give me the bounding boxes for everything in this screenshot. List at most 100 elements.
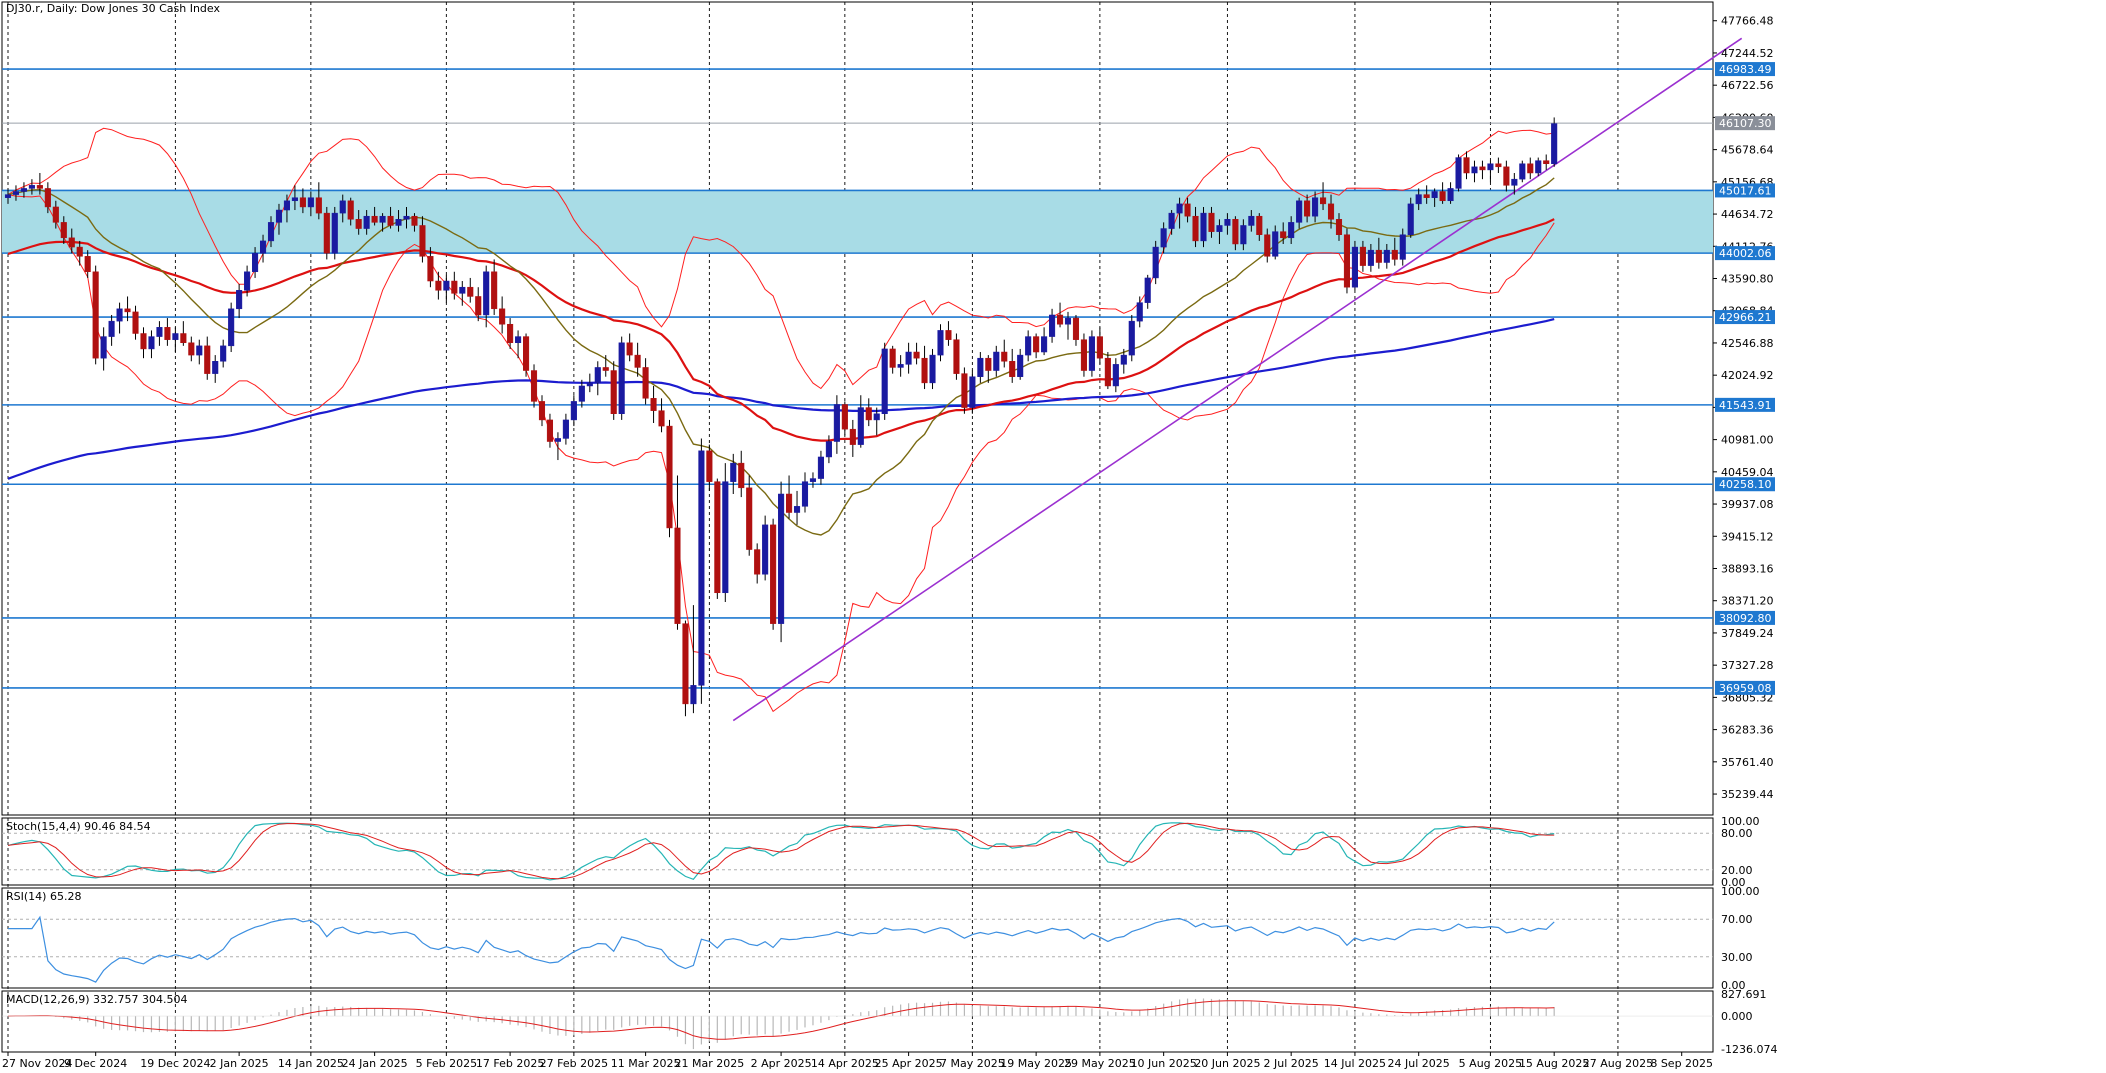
candle-body bbox=[236, 290, 243, 310]
candle-body bbox=[28, 185, 35, 189]
candle-body bbox=[961, 373, 968, 408]
candle-body bbox=[499, 308, 506, 325]
candle-body bbox=[578, 385, 585, 402]
candle-body bbox=[594, 367, 601, 384]
candle-body bbox=[985, 357, 992, 371]
candle-body bbox=[738, 462, 745, 489]
candle-body bbox=[1439, 191, 1446, 202]
candle-body bbox=[140, 333, 147, 350]
candle-body bbox=[1455, 157, 1462, 189]
candle-body bbox=[1240, 225, 1247, 245]
candle-body bbox=[937, 330, 944, 356]
level-badge-label: 42966.21 bbox=[1719, 311, 1772, 324]
candle-body bbox=[1232, 219, 1239, 245]
candle-body bbox=[666, 425, 673, 529]
ma-50-line bbox=[7, 218, 1555, 442]
candle-body bbox=[562, 419, 569, 439]
candle-body bbox=[411, 215, 418, 226]
candle-body bbox=[698, 450, 705, 686]
level-badge bbox=[1715, 183, 1775, 198]
candle-body bbox=[323, 212, 330, 254]
macd-panel bbox=[1, 990, 1714, 1053]
date-tick-label: 24 Jul 2025 bbox=[1388, 1057, 1450, 1070]
candle-body bbox=[953, 339, 960, 374]
candle-body bbox=[291, 197, 298, 202]
candle-body bbox=[602, 367, 609, 371]
macd-tick-label: 827.691 bbox=[1721, 988, 1767, 1001]
price-tick-label: 40459.04 bbox=[1721, 466, 1774, 479]
price-tick-label: 37327.28 bbox=[1721, 659, 1774, 672]
date-tick-label: 7 May 2025 bbox=[940, 1057, 1005, 1070]
level-badge-label: 45017.61 bbox=[1719, 184, 1772, 197]
candle-body bbox=[419, 225, 426, 257]
candle-body bbox=[1096, 336, 1103, 359]
macd-signal-line bbox=[7, 1000, 1555, 1040]
candle-body bbox=[849, 428, 856, 445]
candle-body bbox=[116, 308, 123, 322]
price-tick-label: 47244.52 bbox=[1721, 47, 1774, 60]
level-badge bbox=[1715, 397, 1775, 412]
candle-body bbox=[1511, 178, 1518, 186]
rsi-panel bbox=[1, 887, 1714, 989]
stochastic-panel bbox=[1, 817, 1714, 886]
rsi-label: RSI(14) 65.28 bbox=[6, 890, 81, 903]
candle-body bbox=[897, 364, 904, 368]
price-tick-label: 45678.64 bbox=[1721, 144, 1774, 157]
candle-body bbox=[1543, 160, 1550, 164]
date-tick-label: 21 Mar 2025 bbox=[674, 1057, 744, 1070]
date-tick-label: 27 Feb 2025 bbox=[540, 1057, 608, 1070]
price-tick-label: 35239.44 bbox=[1721, 788, 1774, 801]
candle-body bbox=[1343, 234, 1351, 288]
candle-body bbox=[570, 401, 577, 421]
price-tick-label: 39937.08 bbox=[1721, 498, 1774, 511]
candle-body bbox=[259, 240, 267, 254]
candle-body bbox=[451, 280, 458, 294]
candle-body bbox=[1208, 212, 1215, 232]
candle-body bbox=[275, 209, 283, 223]
candle-body bbox=[76, 246, 83, 257]
candle-body bbox=[68, 237, 75, 248]
candle-body bbox=[1423, 194, 1430, 198]
candle-body bbox=[403, 215, 410, 220]
candle-body bbox=[1128, 320, 1135, 356]
price-tick-label: 38893.16 bbox=[1721, 562, 1774, 575]
candle-body bbox=[706, 450, 713, 482]
candle-body bbox=[379, 215, 386, 223]
date-tick-label: 24 Jan 2025 bbox=[342, 1057, 408, 1070]
candle-body bbox=[714, 481, 721, 594]
date-tick-label: 27 Aug 2025 bbox=[1583, 1057, 1653, 1070]
chart-title: DJ30.r, Daily: Dow Jones 30 Cash Index bbox=[6, 2, 220, 15]
candle-body bbox=[1056, 314, 1064, 325]
candle-body bbox=[196, 345, 203, 356]
candle-body bbox=[793, 506, 801, 513]
candle-body bbox=[20, 188, 27, 192]
candle-body bbox=[491, 271, 498, 310]
candle-body bbox=[459, 286, 466, 294]
date-tick-label: 2 Apr 2025 bbox=[751, 1057, 812, 1070]
stoch-label: Stoch(15,4,4) 90.46 84.54 bbox=[6, 820, 151, 833]
candle-body bbox=[1184, 203, 1191, 217]
candle-body bbox=[786, 493, 793, 513]
date-tick-label: 11 Mar 2025 bbox=[611, 1057, 681, 1070]
candle-body bbox=[865, 407, 872, 421]
candle-body bbox=[124, 308, 131, 313]
candle-body bbox=[1479, 166, 1486, 171]
candle-body bbox=[1296, 200, 1303, 223]
candle-body bbox=[267, 222, 275, 242]
candle-body bbox=[1017, 354, 1024, 377]
candle-body bbox=[212, 361, 219, 374]
price-tick-label: 39415.12 bbox=[1721, 530, 1774, 543]
date-tick-label: 27 Nov 2024 bbox=[2, 1057, 72, 1070]
price-tick-label: 43590.80 bbox=[1721, 273, 1774, 286]
candle-body bbox=[873, 413, 880, 421]
price-tick-label: 44634.72 bbox=[1721, 208, 1774, 221]
candle-body bbox=[1112, 364, 1119, 387]
stoch-tick-label: 0.00 bbox=[1721, 876, 1746, 889]
candle-body bbox=[546, 419, 554, 442]
candle-body bbox=[1144, 277, 1151, 303]
candle-body bbox=[315, 197, 322, 214]
ma-200-line bbox=[7, 318, 1555, 480]
candle-body bbox=[331, 212, 338, 254]
trendline bbox=[732, 37, 1743, 722]
